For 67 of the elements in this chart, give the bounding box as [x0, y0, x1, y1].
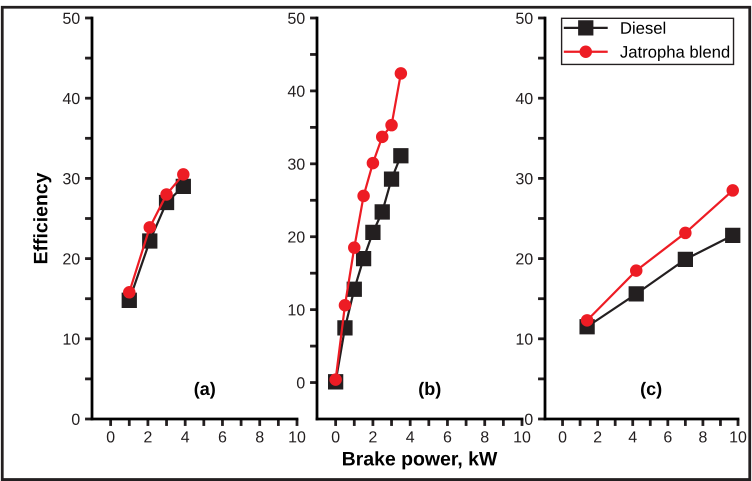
x-tick-label: 4 — [406, 431, 414, 442]
point — [338, 299, 352, 312]
annotation: (a) — [194, 382, 215, 399]
x-tick-label: 10 — [730, 431, 746, 443]
x-tick-label: 6 — [664, 431, 672, 443]
point — [365, 224, 381, 240]
point — [329, 373, 342, 386]
y-tick-label: 20 — [516, 253, 533, 265]
point — [356, 250, 372, 266]
y-tick-label: 30 — [516, 173, 533, 184]
x-tick-label: 2 — [144, 431, 152, 442]
x-tick-label: 4 — [181, 431, 190, 442]
point — [580, 314, 594, 327]
x-tick-label: 8 — [699, 431, 707, 443]
point — [628, 286, 644, 302]
legend-label: Jatropha blend — [620, 46, 730, 62]
annotation: (c) — [641, 382, 662, 399]
x-tick-label: 8 — [480, 431, 488, 443]
point — [393, 148, 409, 164]
point — [123, 286, 136, 299]
y-tick-label: 10 — [516, 333, 533, 345]
x-tick-label: 6 — [218, 431, 226, 443]
point — [160, 188, 173, 201]
point — [725, 228, 740, 243]
point — [726, 184, 739, 197]
y-tick-label: 20 — [288, 231, 305, 243]
x-tick-label: 0 — [106, 431, 114, 443]
point — [385, 118, 398, 132]
x-tick-label: 0 — [558, 431, 566, 443]
point — [679, 226, 692, 240]
point — [177, 168, 190, 181]
y-tick-label: 50 — [288, 12, 305, 24]
x-tick-label: 0 — [332, 431, 340, 443]
x-tick-label: 4 — [628, 431, 637, 442]
y-tick-label: 20 — [63, 253, 80, 265]
y-tick-label: 30 — [63, 173, 80, 184]
y-axis-title: Efficiency — [33, 172, 52, 264]
y-tick-label: 40 — [288, 86, 305, 97]
x-tick-label: 2 — [594, 431, 602, 442]
point — [374, 204, 390, 220]
y-tick-label: 40 — [516, 92, 533, 104]
point — [678, 252, 694, 268]
y-tick-label: 0 — [296, 377, 305, 388]
y-tick-label: 40 — [62, 92, 80, 104]
point — [394, 67, 408, 80]
legend-label: Diesel — [621, 22, 666, 34]
y-tick-label: 50 — [516, 12, 533, 24]
point — [357, 190, 370, 202]
y-tick-label: 30 — [288, 158, 305, 170]
point — [630, 264, 642, 277]
x-tick-label: 8 — [256, 431, 264, 443]
y-tick-label: 0 — [524, 414, 533, 425]
x-tick-label: 2 — [369, 431, 377, 442]
point — [376, 130, 388, 144]
point — [384, 171, 400, 187]
y-tick-label: 0 — [72, 414, 80, 425]
point — [144, 221, 156, 234]
y-tick-label: 50 — [63, 12, 80, 24]
x-axis-title: Brake power, kW — [342, 451, 498, 470]
x-tick-label: 6 — [444, 431, 452, 443]
y-tick-label: 10 — [64, 333, 80, 345]
point — [366, 156, 380, 170]
y-tick-label: 10 — [288, 304, 305, 316]
point — [348, 241, 361, 254]
point — [346, 282, 362, 297]
point — [176, 178, 191, 194]
annotation: (b) — [419, 382, 440, 399]
